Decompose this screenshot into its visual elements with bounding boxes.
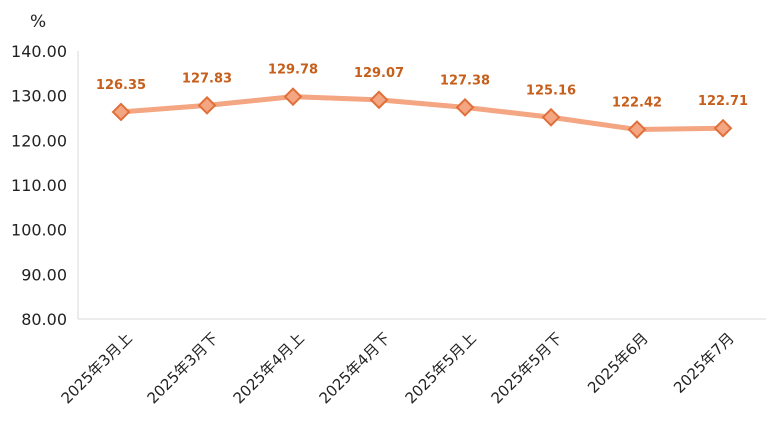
data-label: 125.16: [526, 83, 576, 98]
y-tick-label: 120.00: [11, 131, 67, 150]
data-label: 127.38: [440, 73, 490, 88]
x-tick-label: 2025年4月上: [230, 329, 308, 407]
data-point-marker: [369, 90, 389, 110]
data-label: 126.35: [96, 78, 146, 93]
series-line: [118, 94, 726, 133]
data-point-marker: [627, 120, 647, 139]
data-point-marker: [197, 95, 217, 115]
y-axis: 80.00 90.00 100.00 110.00 120.00 130.00 140.00: [11, 42, 79, 329]
y-axis-unit: %: [30, 12, 46, 32]
data-point-marker: [541, 107, 561, 127]
data-point-marker: [713, 118, 733, 138]
data-label: 129.78: [268, 63, 318, 78]
data-label: 129.07: [354, 66, 404, 81]
y-tick-label: 80.00: [21, 310, 67, 329]
x-tick-label: 2025年4月下: [316, 329, 394, 407]
x-tick-label: 2025年6月: [584, 329, 652, 397]
x-tick-label: 2025年7月: [670, 329, 738, 397]
data-label: 127.83: [182, 71, 232, 86]
data-point-marker: [455, 97, 475, 117]
plot-area: 126.35 127.83 129.78 129.07 127.38 125.16 122.…: [96, 63, 748, 139]
data-point-marker: [111, 102, 131, 122]
x-tick-label: 2025年3月下: [144, 329, 222, 407]
x-axis: 2025年3月上 2025年3月下 2025年4月上 2025年4月下 2025年5月上…: [58, 318, 766, 407]
x-tick-label: 2025年5月上: [402, 329, 480, 407]
x-tick-label: 2025年5月下: [488, 329, 566, 407]
data-point-marker: [283, 87, 303, 107]
y-tick-label: 130.00: [11, 87, 67, 106]
y-tick-label: 110.00: [11, 176, 67, 195]
y-tick-label: 90.00: [21, 265, 67, 284]
data-label: 122.71: [698, 94, 748, 109]
data-label: 122.42: [612, 96, 662, 111]
y-tick-label: 140.00: [11, 42, 67, 61]
y-tick-label: 100.00: [11, 221, 67, 240]
x-tick-label: 2025年3月上: [58, 329, 136, 407]
